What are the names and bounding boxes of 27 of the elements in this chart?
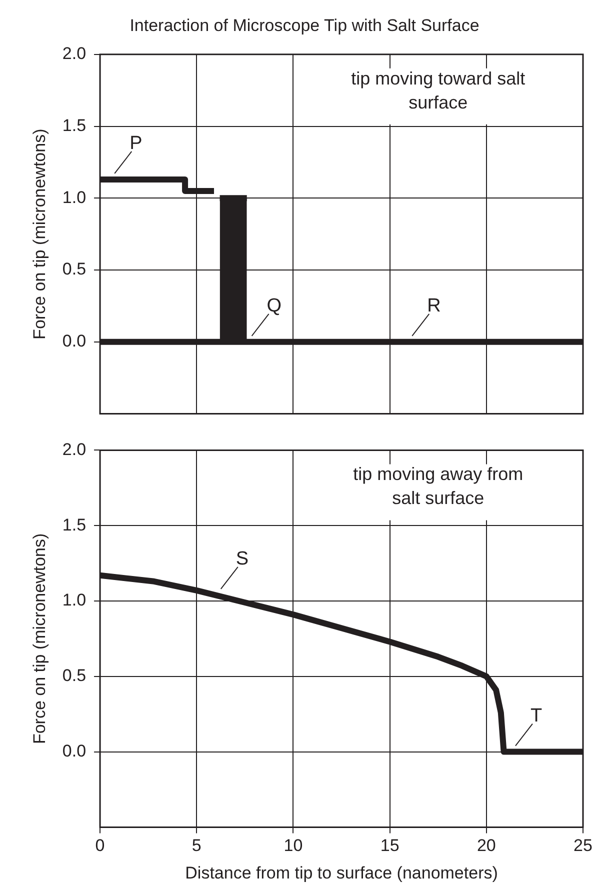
chart-title: Interaction of Microscope Tip with Salt Surface [130,16,480,35]
y-tick-label: 2.0 [62,440,86,459]
y-tick-label: 2.0 [62,44,86,64]
x-tick-label: 10 [284,836,303,856]
y-axis-title: Force on tip (micronewtons) [30,533,49,744]
x-tick-label: 5 [192,836,202,856]
y-tick-label: 0.0 [62,332,86,351]
y-tick-label: 1.0 [62,188,86,207]
y-tick-label: 0.0 [62,741,86,760]
y-tick-label: 0.5 [62,666,86,686]
annotation: R [427,296,441,317]
x-axis-title: Distance from tip to surface (nanometers) [185,863,498,882]
y-tick-label: 1.5 [62,515,86,534]
y-axis-title: Force on tip (micronewtons) [30,128,49,340]
annotation: P [130,133,142,154]
y-tick-label: 1.5 [62,116,86,135]
y-tick-label: 1.0 [62,590,86,610]
y-tick-label: 0.5 [62,260,86,279]
annotation: T [530,706,542,727]
annotation: tip moving toward salt surface [351,68,526,112]
x-tick-label: 25 [574,836,592,856]
annotation: tip moving away from salt surface [353,464,524,508]
annotation: Q [266,296,282,317]
annotation: S [236,548,249,570]
x-tick-label: 0 [95,836,105,856]
x-tick-label: 15 [380,836,400,856]
x-tick-label: 20 [476,836,496,856]
